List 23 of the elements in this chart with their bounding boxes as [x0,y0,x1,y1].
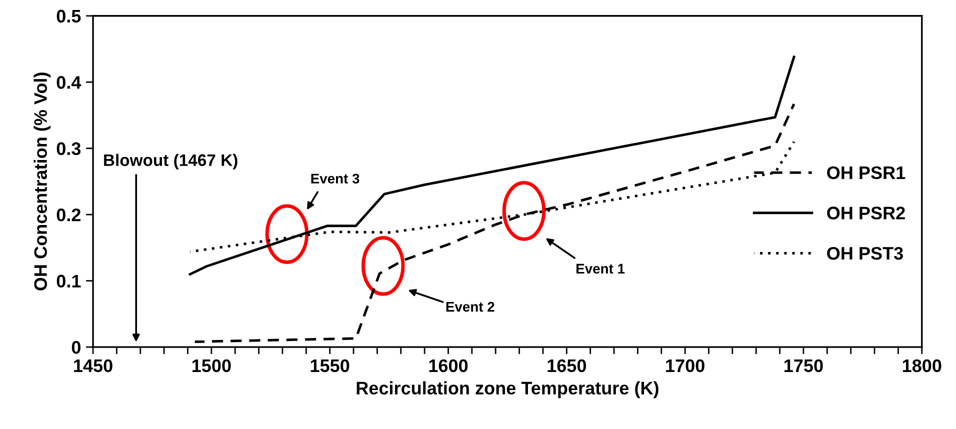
x-tick-label: 1450 [74,359,112,372]
annotation: Event 1 [576,264,625,274]
x-tick-label: 1750 [784,359,823,372]
y-axis-title: OH Concentration (% Vol) [34,72,51,290]
annotation: Event 2 [446,302,494,312]
legend-label: OH PSR2 [827,206,905,220]
y-tick-label: 0.2 [56,208,80,222]
annotation: Blowout (1467 K) [104,154,238,170]
x-tick-label: 1600 [429,359,468,372]
y-tick-label: 0.4 [56,76,82,89]
x-tick-label: 1500 [192,359,231,372]
x-tick-label: 1550 [310,359,350,372]
y-tick-label: 0 [72,340,80,354]
x-tick-label: 1700 [666,359,704,372]
y-tick-label: 0.3 [56,142,81,156]
x-tick-label: 1650 [548,359,586,372]
y-tick-label: 0.1 [56,274,81,288]
y-tick-label: 0.5 [56,10,81,23]
annotation: Event 3 [311,174,360,184]
legend-label: OH PST3 [827,246,903,260]
x-tick-label: 1800 [902,359,942,372]
x-axis-title: Recirculation zone Temperature (K) [356,381,658,398]
legend-label: OH PSR1 [827,166,906,180]
